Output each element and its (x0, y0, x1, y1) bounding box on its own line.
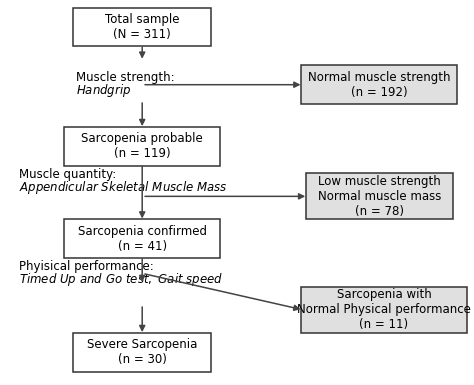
FancyBboxPatch shape (73, 8, 211, 46)
Text: Low muscle strength
Normal muscle mass
(n = 78): Low muscle strength Normal muscle mass (… (318, 175, 441, 218)
Text: Total sample
(N = 311): Total sample (N = 311) (105, 13, 180, 41)
Text: Sarcopenia probable
(n = 119): Sarcopenia probable (n = 119) (82, 132, 203, 160)
FancyBboxPatch shape (64, 219, 220, 258)
Text: Normal muscle strength
(n = 192): Normal muscle strength (n = 192) (308, 71, 450, 99)
FancyBboxPatch shape (301, 65, 457, 104)
Text: Phyisical performance:: Phyisical performance: (19, 260, 154, 273)
Text: Muscle strength:: Muscle strength: (76, 70, 174, 84)
FancyBboxPatch shape (301, 287, 467, 333)
Text: Sarcopenia with
Normal Physical performance
(n = 11): Sarcopenia with Normal Physical performa… (297, 288, 471, 331)
FancyBboxPatch shape (73, 333, 211, 372)
Text: $\it{Timed\ Up\ and\ Go\ test,\ Gait\ speed}$: $\it{Timed\ Up\ and\ Go\ test,\ Gait\ sp… (19, 271, 223, 288)
Text: Sarcopenia confirmed
(n = 41): Sarcopenia confirmed (n = 41) (78, 225, 207, 253)
Text: Severe Sarcopenia
(n = 30): Severe Sarcopenia (n = 30) (87, 338, 197, 366)
Text: $\it{Appendicular\ Skeletal\ Muscle\ Mass}$: $\it{Appendicular\ Skeletal\ Muscle\ Mas… (19, 179, 228, 196)
Text: Muscle quantity:: Muscle quantity: (19, 167, 116, 181)
FancyBboxPatch shape (64, 127, 220, 166)
FancyBboxPatch shape (306, 173, 453, 219)
Text: $\it{Handgrip}$: $\it{Handgrip}$ (76, 82, 131, 99)
